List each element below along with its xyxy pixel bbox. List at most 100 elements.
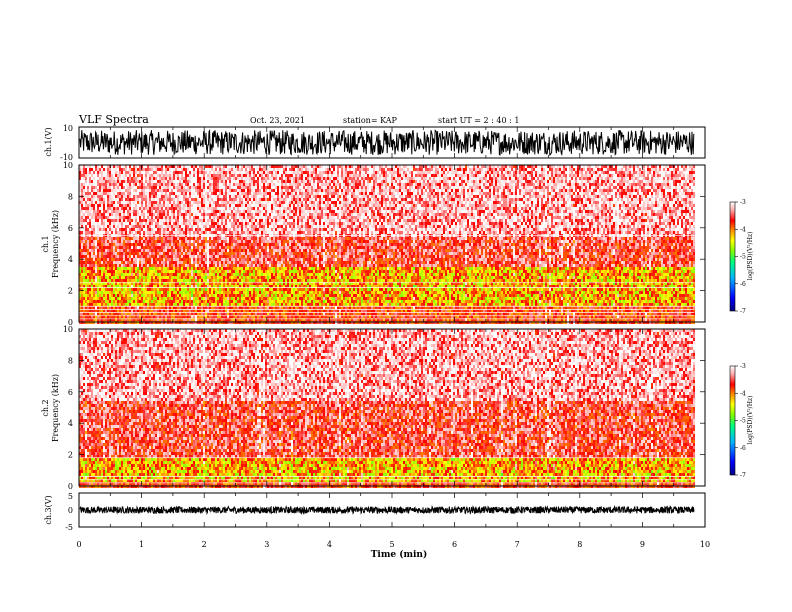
spectrogram-cell xyxy=(179,276,181,279)
spectrogram-cell xyxy=(139,207,141,210)
spectrogram-cell xyxy=(195,192,197,195)
spectrogram-cell xyxy=(255,168,257,171)
spectrogram-cell xyxy=(163,198,165,201)
spectrogram-cell xyxy=(127,243,129,246)
spectrogram-cell xyxy=(187,261,189,264)
spectrogram-cell xyxy=(127,267,129,270)
spectrogram-cell xyxy=(231,219,233,222)
spectrogram-cell xyxy=(115,276,117,279)
spectrogram-cell xyxy=(223,201,225,204)
spectrogram-cell xyxy=(207,231,209,234)
spectrogram-cell xyxy=(109,237,111,240)
spectrogram-cell xyxy=(229,216,231,219)
spectrogram-cell xyxy=(177,297,179,300)
spectrogram-cell xyxy=(253,201,255,204)
spectrogram-cell xyxy=(127,276,129,279)
spectrogram-cell xyxy=(139,291,141,294)
spectrogram-cell xyxy=(215,168,217,171)
spectrogram-cell xyxy=(219,297,221,300)
spectrogram-cell xyxy=(101,246,103,249)
spectrogram-cell xyxy=(129,267,131,270)
spectrogram-cell xyxy=(111,273,113,276)
spectrogram-cell xyxy=(121,174,123,177)
spectrogram-cell xyxy=(195,213,197,216)
spectrogram-cell xyxy=(263,237,265,240)
spectrogram-cell xyxy=(147,288,149,291)
spectrogram-cell xyxy=(231,231,233,234)
spectrogram-cell xyxy=(251,249,253,252)
spectrogram-cell xyxy=(261,240,263,243)
spectrogram-cell xyxy=(169,279,171,282)
spectrogram-cell xyxy=(99,195,101,198)
spectrogram-cell xyxy=(233,294,235,297)
spectrogram-cell xyxy=(203,177,205,180)
spectrogram-cell xyxy=(151,198,153,201)
spectrogram-cell xyxy=(167,192,169,195)
spectrogram-cell xyxy=(211,177,213,180)
spectrogram-cell xyxy=(227,258,229,261)
spectrogram-cell xyxy=(187,216,189,219)
spectrogram-cell xyxy=(133,267,135,270)
spectrogram-cell xyxy=(107,198,109,201)
spectrogram-cell xyxy=(229,168,231,171)
spectrogram-cell xyxy=(231,291,233,294)
spectrogram-cell xyxy=(221,294,223,297)
spectrogram-cell xyxy=(137,288,139,291)
spectrogram-cell xyxy=(185,177,187,180)
spectrogram-cell xyxy=(181,264,183,267)
spectrogram-cell xyxy=(85,240,87,243)
spectrogram-cell xyxy=(87,189,89,192)
spectrogram-cell xyxy=(243,174,245,177)
spectrogram-cell xyxy=(217,318,219,321)
spectrogram-cell xyxy=(223,264,225,267)
spectrogram-cell xyxy=(189,255,191,258)
spectrogram-cell xyxy=(209,267,211,270)
spectrogram-cell xyxy=(177,222,179,225)
spectrogram-cell xyxy=(199,222,201,225)
spectrogram-cell xyxy=(175,294,177,297)
spectrogram-cell xyxy=(217,198,219,201)
spectrogram-cell xyxy=(245,201,247,204)
spectrogram-cell xyxy=(261,249,263,252)
spectrogram-cell xyxy=(177,276,179,279)
spectrogram-cell xyxy=(147,291,149,294)
spectrogram-cell xyxy=(257,261,259,264)
spectrogram-cell xyxy=(211,207,213,210)
spectrogram-cell xyxy=(193,195,195,198)
spectrogram-cell xyxy=(229,270,231,273)
spectrogram-cell xyxy=(161,192,163,195)
spectrogram-cell xyxy=(251,186,253,189)
spectrogram-cell xyxy=(161,201,163,204)
spectrogram-cell xyxy=(117,279,119,282)
spectrogram-cell xyxy=(161,225,163,228)
spectrogram-cell xyxy=(175,189,177,192)
spectrogram-cell xyxy=(169,192,171,195)
spectrogram-cell xyxy=(167,207,169,210)
spectrogram-cell xyxy=(137,201,139,204)
spectrogram-cell xyxy=(121,216,123,219)
spectrogram-cell xyxy=(173,210,175,213)
spectrogram-cell xyxy=(143,261,145,264)
spectrogram-cell xyxy=(109,303,111,306)
spectrogram-cell xyxy=(221,249,223,252)
spectrogram-cell xyxy=(99,264,101,267)
spectrogram-cell xyxy=(215,279,217,282)
spectrogram-cell xyxy=(211,261,213,264)
spectrogram-cell xyxy=(179,180,181,183)
spectrogram-cell xyxy=(135,246,137,249)
spectrogram-cell xyxy=(227,300,229,303)
spectrogram-cell xyxy=(165,207,167,210)
spectrogram-cell xyxy=(123,246,125,249)
spectrogram-cell xyxy=(255,255,257,258)
spectrogram-cell xyxy=(251,228,253,231)
spectrogram-cell xyxy=(87,279,89,282)
spectrogram-cell xyxy=(175,192,177,195)
spectrogram-cell xyxy=(141,279,143,282)
spectrogram-cell xyxy=(83,255,85,258)
spectrogram-cell xyxy=(159,297,161,300)
spectrogram-cell xyxy=(173,300,175,303)
spectrogram-cell xyxy=(115,273,117,276)
spectrogram-cell xyxy=(187,273,189,276)
spectrogram-cell xyxy=(129,294,131,297)
spectrogram-cell xyxy=(165,195,167,198)
